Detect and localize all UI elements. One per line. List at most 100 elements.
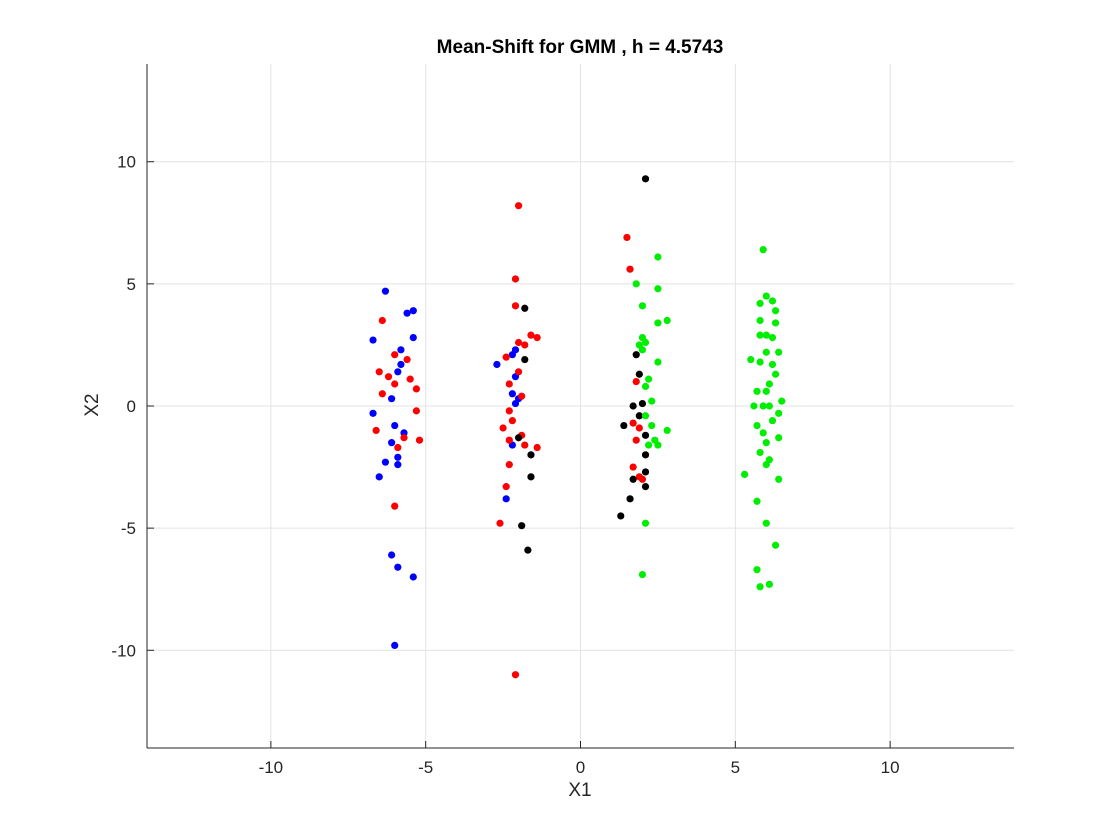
data-point <box>753 497 761 505</box>
data-point <box>496 519 504 527</box>
data-point <box>378 390 386 398</box>
x-axis-label: X1 <box>568 780 591 801</box>
data-point <box>617 512 625 520</box>
data-point <box>638 346 647 354</box>
data-point <box>508 351 516 359</box>
data-point <box>524 546 532 554</box>
data-point <box>765 380 773 388</box>
data-point <box>521 355 529 364</box>
data-point <box>762 439 770 447</box>
data-point <box>756 316 764 325</box>
data-point <box>521 341 529 349</box>
data-point <box>759 429 767 437</box>
data-point <box>372 426 380 435</box>
data-point <box>511 399 520 408</box>
data-point <box>384 373 393 381</box>
data-point <box>403 355 411 364</box>
y-tick-label: 5 <box>127 275 136 294</box>
data-point <box>518 522 526 530</box>
data-point <box>394 443 402 452</box>
data-point <box>641 431 650 439</box>
data-point <box>641 519 650 527</box>
data-point <box>635 424 643 432</box>
data-point <box>632 436 640 444</box>
data-point <box>626 495 634 503</box>
data-point <box>391 502 399 510</box>
data-point <box>638 475 647 483</box>
data-point <box>768 360 777 369</box>
data-point <box>635 370 643 378</box>
data-point <box>768 334 777 342</box>
data-point <box>768 417 777 425</box>
grid-lines <box>147 64 1014 748</box>
data-point <box>765 580 773 588</box>
data-point <box>623 233 631 242</box>
data-point <box>756 299 764 307</box>
data-point <box>394 563 402 571</box>
data-point <box>508 390 516 398</box>
y-tick-label: 10 <box>117 153 136 172</box>
data-point <box>400 434 408 442</box>
data-point <box>499 424 507 432</box>
data-point <box>641 468 650 476</box>
data-point <box>403 309 411 317</box>
data-point <box>505 461 513 469</box>
data-point <box>620 421 628 430</box>
data-point <box>638 570 647 579</box>
data-point <box>654 253 662 261</box>
data-point <box>778 397 786 405</box>
data-point <box>514 434 523 442</box>
data-point <box>388 395 396 403</box>
data-point <box>771 307 780 315</box>
data-point <box>502 353 510 361</box>
data-point <box>759 246 767 254</box>
data-point <box>629 463 637 471</box>
axes <box>146 64 1014 749</box>
data-point <box>775 475 783 483</box>
x-tick-label: 0 <box>576 758 585 777</box>
data-point <box>375 473 383 481</box>
y-tick-label: -5 <box>121 519 136 538</box>
data-point <box>629 402 637 410</box>
data-point <box>514 338 523 347</box>
data-point <box>391 380 399 388</box>
data-point <box>641 382 650 391</box>
y-tick-label: -10 <box>111 641 136 660</box>
data-point <box>632 280 640 288</box>
data-point <box>641 412 650 420</box>
data-point <box>533 334 541 342</box>
data-point <box>654 358 662 366</box>
data-point <box>391 421 399 430</box>
data-point <box>369 336 377 344</box>
data-point <box>753 421 761 430</box>
data-point <box>397 346 405 354</box>
data-point <box>756 331 764 339</box>
chart-title: Mean-Shift for GMM , h = 4.5743 <box>437 37 724 58</box>
data-point <box>753 566 761 574</box>
data-point <box>645 441 653 449</box>
data-point <box>654 319 662 327</box>
x-tick-label: 5 <box>731 758 740 777</box>
data-point <box>381 458 390 466</box>
data-point <box>514 202 523 210</box>
data-point <box>394 368 402 376</box>
data-point <box>638 302 647 310</box>
data-point <box>762 331 770 339</box>
data-point <box>505 380 513 388</box>
data-point <box>632 377 640 386</box>
data-point <box>493 360 501 369</box>
data-point <box>511 275 520 283</box>
data-point <box>518 392 526 400</box>
data-point <box>775 348 783 356</box>
data-point <box>629 475 637 483</box>
data-point <box>641 451 650 459</box>
data-point <box>645 375 653 383</box>
data-point <box>771 541 780 549</box>
data-point <box>756 358 764 366</box>
data-point <box>409 334 417 342</box>
data-point <box>775 434 783 442</box>
data-point <box>663 316 671 325</box>
data-point <box>527 331 535 339</box>
data-point <box>762 387 770 395</box>
data-point <box>750 402 758 410</box>
